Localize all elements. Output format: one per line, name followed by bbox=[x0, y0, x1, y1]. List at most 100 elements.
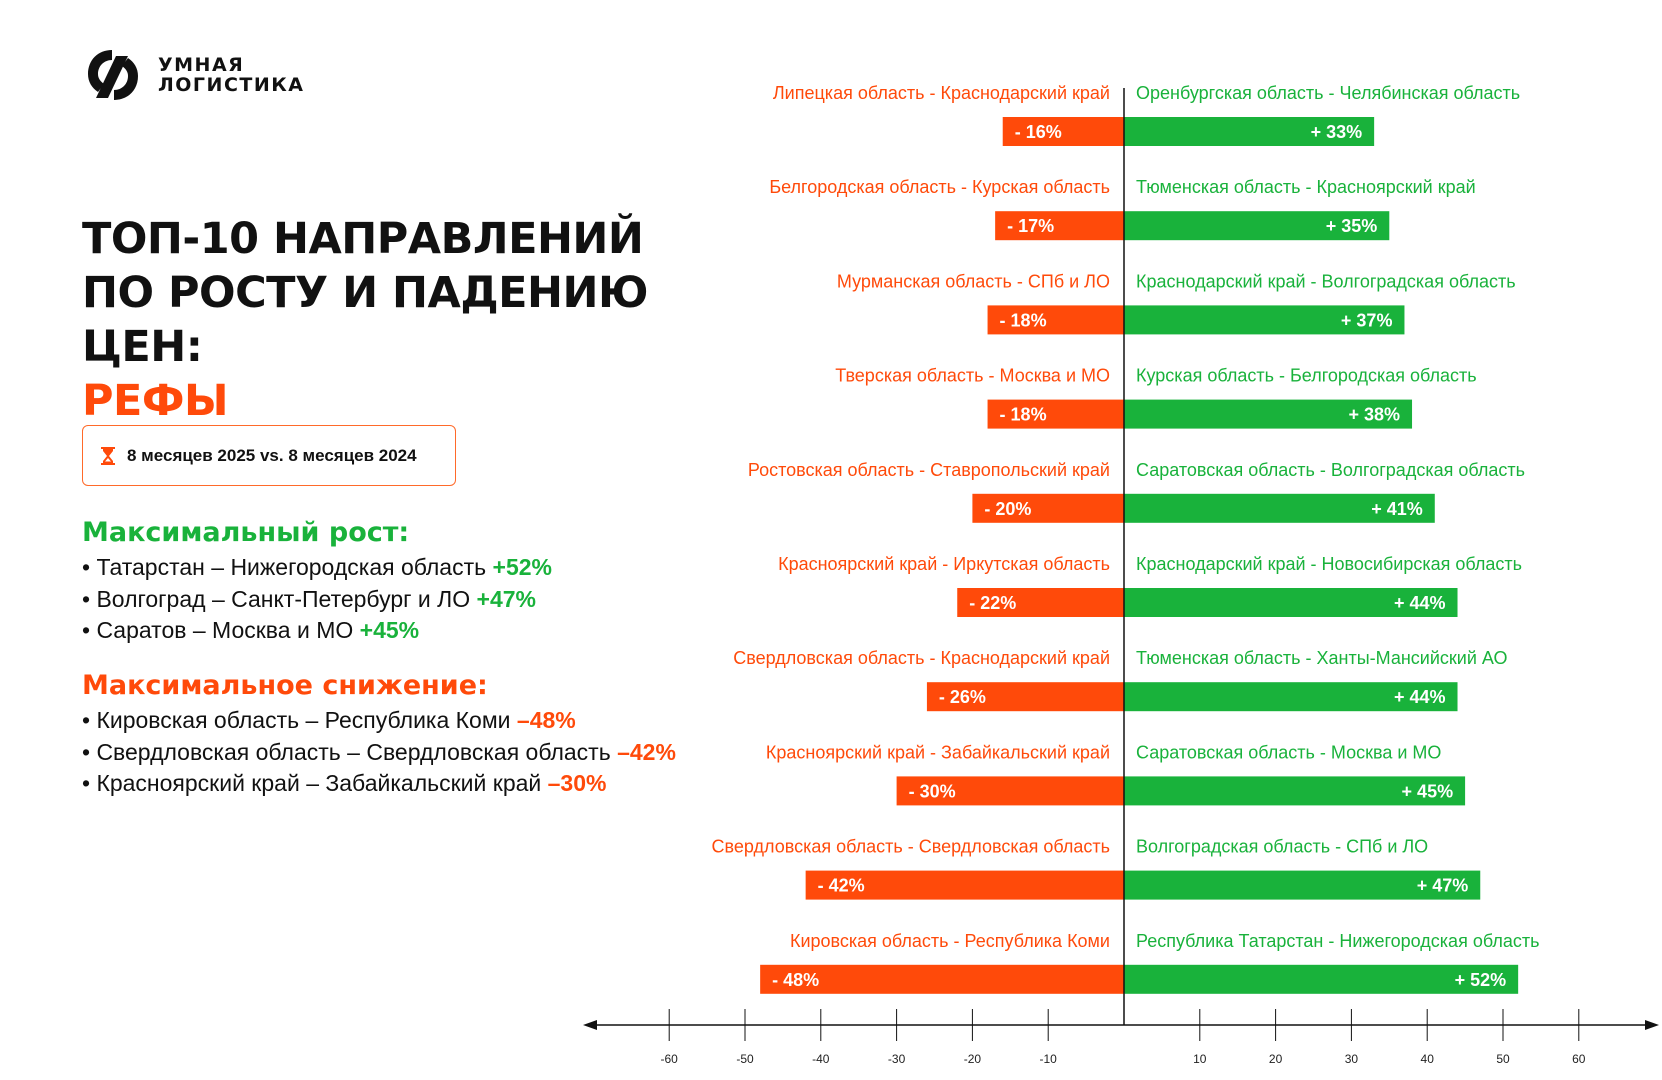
growth-heading: Максимальный рост: bbox=[82, 517, 410, 548]
bar-value-label: + 37% bbox=[1341, 310, 1393, 330]
list-item-text: • Саратов – Москва и МО bbox=[82, 617, 360, 643]
bar-value-label: - 22% bbox=[969, 593, 1016, 613]
bar-positive bbox=[1124, 776, 1466, 806]
category-label-negative: Свердловская область - Свердловская обла… bbox=[712, 837, 1110, 857]
bar-value-label: + 33% bbox=[1311, 122, 1363, 142]
bar-value-label: + 44% bbox=[1394, 593, 1446, 613]
brand-name-line1: УМНАЯ bbox=[158, 54, 245, 76]
bar-positive bbox=[1124, 964, 1519, 994]
hourglass-icon bbox=[101, 446, 115, 465]
growth-list: • Татарстан – Нижегородская область +52%… bbox=[82, 552, 552, 647]
list-item-value: –48% bbox=[516, 707, 576, 733]
x-tick-label: -50 bbox=[736, 1052, 754, 1066]
title-accent: РЕФЫ bbox=[82, 376, 229, 426]
brand-logo-icon bbox=[88, 50, 138, 100]
title-line-1: ТОП-10 НАПРАВЛЕНИЙ bbox=[82, 214, 644, 264]
bar-value-label: - 42% bbox=[818, 876, 865, 896]
list-item-text: • Волгоград – Санкт-Петербург и ЛО bbox=[82, 585, 477, 612]
bar-positive bbox=[1124, 870, 1481, 900]
bar-positive bbox=[1124, 211, 1390, 241]
category-label-negative: Красноярский край - Забайкальский край bbox=[766, 742, 1110, 762]
period-label: 8 месяцев 2025 vs. 8 месяцев 2024 bbox=[127, 445, 417, 465]
bar-negative bbox=[957, 588, 1124, 617]
x-tick-label: 10 bbox=[1193, 1052, 1207, 1066]
category-label-negative: Красноярский край - Иркутская область bbox=[778, 554, 1110, 574]
list-item: • Татарстан – Нижегородская область +52% bbox=[82, 552, 552, 584]
category-label-positive: Оренбургская область - Челябинская облас… bbox=[1136, 83, 1520, 103]
bar-value-label: - 18% bbox=[1000, 310, 1047, 330]
category-label-negative: Мурманская область - СПб и ЛО bbox=[837, 271, 1110, 291]
category-label-positive: Краснодарский край - Новосибирская облас… bbox=[1136, 554, 1522, 574]
bar-positive bbox=[1124, 117, 1375, 146]
bar-negative bbox=[995, 211, 1124, 241]
category-label-positive: Краснодарский край - Волгоградская облас… bbox=[1136, 271, 1516, 291]
bar-negative bbox=[1002, 117, 1124, 146]
list-item-value: –30% bbox=[547, 770, 607, 796]
x-tick-label: 20 bbox=[1269, 1052, 1283, 1066]
category-label-positive: Курская область - Белгородская область bbox=[1136, 366, 1477, 386]
list-item: • Волгоград – Санкт-Петербург и ЛО +47% bbox=[82, 584, 552, 616]
bar-value-label: - 48% bbox=[772, 970, 819, 990]
category-label-positive: Республика Татарстан - Нижегородская обл… bbox=[1136, 931, 1539, 951]
bar-value-label: + 35% bbox=[1326, 216, 1378, 236]
category-label-negative: Липецкая область - Краснодарский край bbox=[773, 83, 1110, 103]
period-badge: 8 месяцев 2025 vs. 8 месяцев 2024 bbox=[82, 425, 456, 486]
bar-value-label: + 47% bbox=[1417, 876, 1469, 896]
bar-value-label: + 41% bbox=[1371, 499, 1423, 519]
bar-value-label: - 30% bbox=[909, 781, 956, 801]
bar-positive bbox=[1124, 588, 1458, 617]
x-tick-label: 50 bbox=[1496, 1052, 1510, 1066]
list-item-value: +52% bbox=[492, 554, 552, 580]
list-item: • Свердловская область – Свердловская об… bbox=[82, 737, 676, 769]
x-tick-label: -60 bbox=[661, 1052, 679, 1066]
bar-positive bbox=[1124, 493, 1435, 523]
x-tick-label: 30 bbox=[1345, 1052, 1359, 1066]
bar-value-label: - 18% bbox=[1000, 405, 1047, 425]
bar-value-label: - 26% bbox=[939, 687, 986, 707]
bar-value-label: - 20% bbox=[984, 499, 1031, 519]
category-label-positive: Тюменская область - Красноярский край bbox=[1136, 177, 1476, 197]
x-tick-label: -40 bbox=[812, 1052, 830, 1066]
category-label-negative: Кировская область - Республика Коми bbox=[790, 931, 1110, 951]
bar-positive bbox=[1124, 399, 1413, 429]
list-item-text: • Татарстан – Нижегородская область bbox=[82, 554, 493, 580]
bar-negative bbox=[987, 399, 1124, 429]
brand-logo: УМНАЯ ЛОГИСТИКА bbox=[82, 46, 304, 104]
x-axis-arrow-left bbox=[583, 1020, 597, 1030]
list-item: • Саратов – Москва и МО +45% bbox=[82, 615, 552, 647]
bar-positive bbox=[1124, 682, 1458, 712]
bar-negative bbox=[805, 870, 1124, 900]
bar-negative bbox=[972, 493, 1124, 523]
bar-negative bbox=[760, 964, 1124, 994]
x-tick-label: -10 bbox=[1040, 1052, 1058, 1066]
growth-summary: Максимальный рост: • Татарстан – Нижегор… bbox=[82, 516, 552, 647]
category-label-positive: Волгоградская область - СПб и ЛО bbox=[1136, 837, 1428, 857]
list-item-text: • Красноярский край – Забайкальский край bbox=[82, 770, 548, 796]
bar-negative bbox=[987, 305, 1124, 335]
category-label-negative: Ростовская область - Ставропольский край bbox=[748, 460, 1110, 480]
bar-value-label: + 38% bbox=[1348, 405, 1400, 425]
title-line-2: ПО РОСТУ И ПАДЕНИЮ ЦЕН: bbox=[82, 268, 648, 372]
bar-positive bbox=[1124, 305, 1405, 335]
list-item-text: • Свердловская область – Свердловская об… bbox=[82, 738, 618, 765]
bar-negative bbox=[896, 776, 1124, 806]
decline-summary: Максимальное снижение: • Кировская облас… bbox=[82, 669, 676, 800]
list-item-value: +47% bbox=[476, 585, 536, 612]
category-label-negative: Белгородская область - Курская область bbox=[769, 177, 1110, 197]
list-item-text: • Кировская область – Республика Коми bbox=[82, 707, 517, 733]
decline-list: • Кировская область – Республика Коми –4… bbox=[82, 705, 676, 800]
brand-name-line2: ЛОГИСТИКА bbox=[158, 74, 305, 96]
list-item: • Кировская область – Республика Коми –4… bbox=[82, 705, 676, 737]
bar-value-label: + 52% bbox=[1455, 970, 1507, 990]
brand-name: УМНАЯ ЛОГИСТИКА bbox=[158, 55, 304, 95]
list-item: • Красноярский край – Забайкальский край… bbox=[82, 768, 676, 800]
category-label-negative: Свердловская область - Краснодарский кра… bbox=[733, 648, 1110, 668]
page-title: ТОП-10 НАПРАВЛЕНИЙ ПО РОСТУ И ПАДЕНИЮ ЦЕ… bbox=[82, 212, 782, 428]
bar-value-label: - 16% bbox=[1015, 122, 1062, 142]
x-axis-arrow-right bbox=[1645, 1020, 1659, 1030]
x-tick-label: 40 bbox=[1421, 1052, 1435, 1066]
category-label-positive: Саратовская область - Волгоградская обла… bbox=[1136, 460, 1525, 480]
decline-heading: Максимальное снижение: bbox=[82, 670, 488, 701]
category-label-positive: Тюменская область - Ханты-Мансийский АО bbox=[1136, 648, 1508, 668]
x-tick-label: 60 bbox=[1572, 1052, 1586, 1066]
